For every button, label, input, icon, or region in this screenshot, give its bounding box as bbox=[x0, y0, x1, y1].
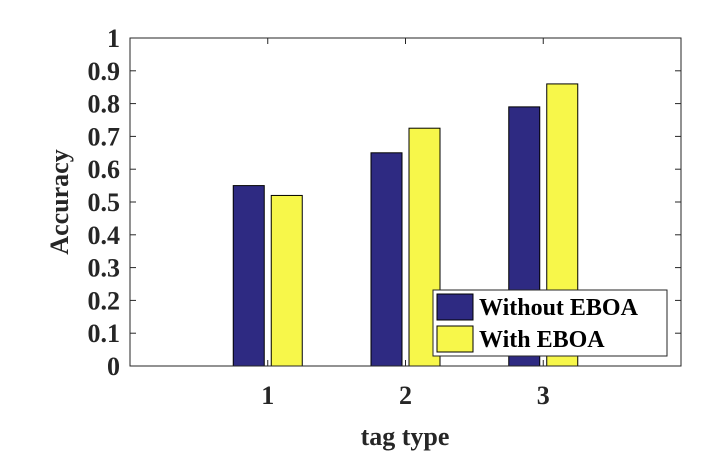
legend: Without EBOA With EBOA bbox=[432, 289, 668, 357]
x-tick-labels: 1 2 3 bbox=[261, 381, 550, 410]
legend-swatch bbox=[436, 293, 474, 321]
legend-swatch bbox=[436, 325, 474, 353]
bar-without-eboa-1 bbox=[232, 185, 265, 367]
bar-with-eboa-1 bbox=[270, 194, 303, 367]
y-tick-label: 0.7 bbox=[88, 122, 121, 151]
y-tick-label: 0.8 bbox=[88, 90, 121, 119]
y-tick-label: 0.9 bbox=[88, 57, 121, 86]
y-tick-label: 0.4 bbox=[88, 221, 121, 250]
y-tick-labels: 0 0.1 0.2 0.3 0.4 0.5 0.6 0.7 0.8 0.9 1 bbox=[88, 24, 121, 381]
y-tick-label: 0.2 bbox=[88, 286, 121, 315]
y-tick-label: 0.1 bbox=[88, 319, 121, 348]
y-tick-label: 0 bbox=[107, 352, 120, 381]
axes-group bbox=[129, 37, 682, 367]
y-tick-label: 0.5 bbox=[88, 188, 121, 217]
bars-group bbox=[232, 83, 579, 367]
x-tick-label: 1 bbox=[261, 381, 274, 410]
x-axis-label: tag type bbox=[361, 422, 450, 451]
y-tick-label: 0.3 bbox=[88, 254, 121, 283]
legend-label: With EBOA bbox=[479, 327, 605, 353]
y-axis-label: Accuracy bbox=[45, 149, 74, 254]
y-tick-label: 0.6 bbox=[88, 155, 121, 184]
x-tick-label: 2 bbox=[399, 381, 412, 410]
x-tick-label: 3 bbox=[537, 381, 550, 410]
legend-label: Without EBOA bbox=[479, 295, 639, 321]
bar-without-eboa-2 bbox=[370, 152, 403, 367]
y-tick-label: 1 bbox=[107, 24, 120, 53]
